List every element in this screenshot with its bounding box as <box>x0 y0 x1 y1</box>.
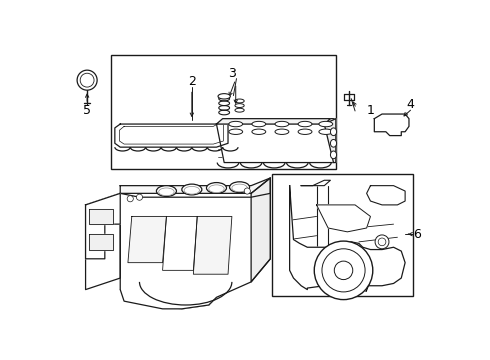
Polygon shape <box>86 193 120 259</box>
Circle shape <box>127 195 133 202</box>
Polygon shape <box>115 120 228 147</box>
Ellipse shape <box>275 121 289 127</box>
Text: 2: 2 <box>188 75 196 88</box>
Text: 1: 1 <box>367 104 374 117</box>
Bar <box>111 55 336 170</box>
Polygon shape <box>86 193 120 289</box>
Ellipse shape <box>275 129 289 134</box>
Ellipse shape <box>252 121 266 127</box>
Ellipse shape <box>229 182 249 193</box>
Polygon shape <box>194 216 232 274</box>
Polygon shape <box>89 234 113 249</box>
Ellipse shape <box>159 188 174 195</box>
Ellipse shape <box>330 151 337 159</box>
Polygon shape <box>290 186 405 289</box>
Ellipse shape <box>330 128 337 136</box>
Polygon shape <box>163 216 197 270</box>
Ellipse shape <box>298 129 312 134</box>
Text: 6: 6 <box>413 228 420 240</box>
Circle shape <box>375 235 389 249</box>
Ellipse shape <box>182 184 202 195</box>
Ellipse shape <box>229 121 243 127</box>
Ellipse shape <box>156 186 176 197</box>
Circle shape <box>378 238 386 246</box>
Circle shape <box>322 249 365 292</box>
Polygon shape <box>89 209 113 224</box>
Ellipse shape <box>232 184 247 192</box>
Polygon shape <box>251 178 270 282</box>
Circle shape <box>334 261 353 280</box>
Text: 3: 3 <box>228 67 236 81</box>
Polygon shape <box>374 114 409 136</box>
Polygon shape <box>324 119 336 163</box>
Ellipse shape <box>252 129 266 134</box>
Polygon shape <box>367 186 405 205</box>
Ellipse shape <box>218 94 230 99</box>
Text: 5: 5 <box>83 104 91 117</box>
Ellipse shape <box>319 121 333 127</box>
Polygon shape <box>301 180 330 186</box>
Circle shape <box>244 188 250 194</box>
Ellipse shape <box>298 121 312 127</box>
Ellipse shape <box>209 185 224 193</box>
Ellipse shape <box>206 183 226 193</box>
Circle shape <box>77 70 97 90</box>
Polygon shape <box>128 216 167 263</box>
Polygon shape <box>120 178 270 197</box>
Circle shape <box>80 73 94 87</box>
Circle shape <box>136 194 143 200</box>
Text: 4: 4 <box>407 98 415 111</box>
Polygon shape <box>317 205 370 232</box>
Polygon shape <box>120 178 270 309</box>
Bar <box>272 174 413 296</box>
Ellipse shape <box>319 129 333 134</box>
Ellipse shape <box>184 186 199 194</box>
Ellipse shape <box>330 139 337 147</box>
Text: 7: 7 <box>363 282 370 294</box>
Ellipse shape <box>229 129 243 134</box>
Polygon shape <box>217 119 330 124</box>
Circle shape <box>314 241 373 300</box>
Polygon shape <box>217 119 336 163</box>
